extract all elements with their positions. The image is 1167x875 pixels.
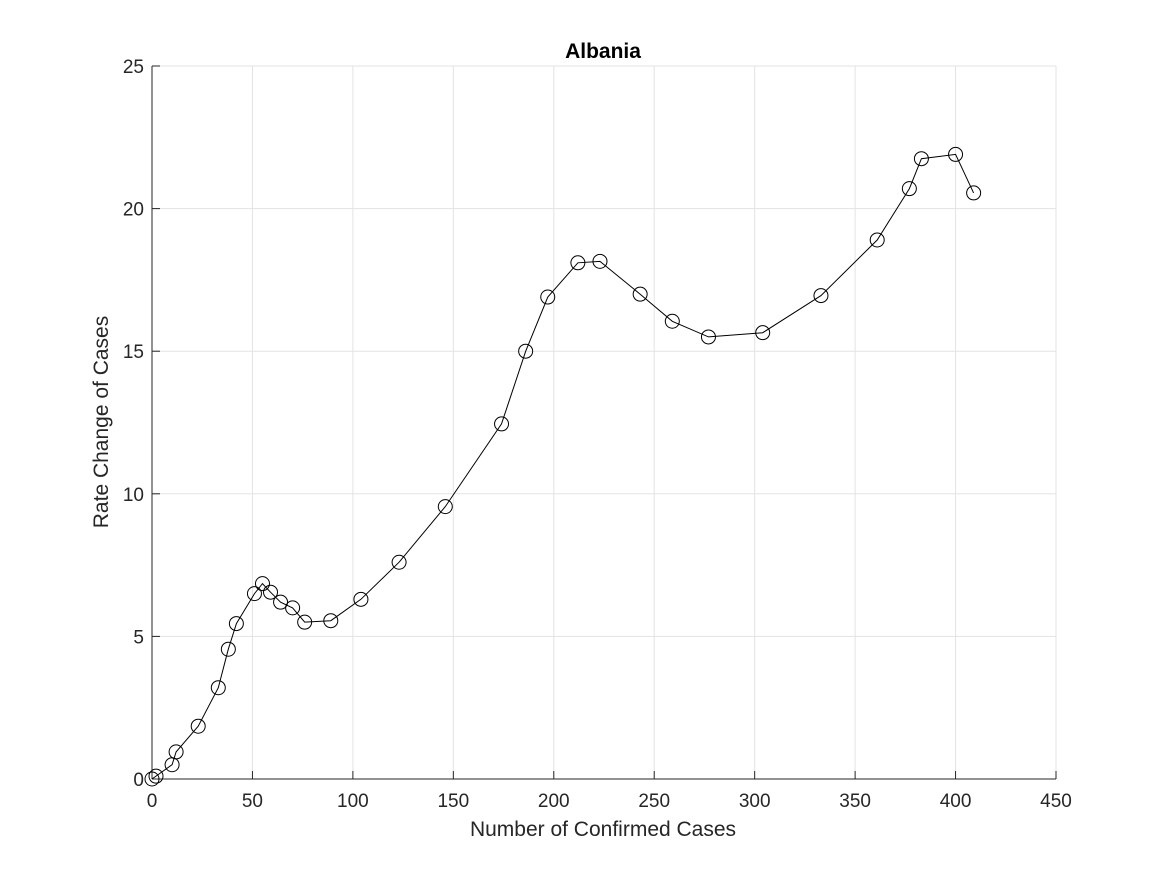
data-point-marker	[592, 253, 608, 269]
data-point-marker	[913, 151, 929, 167]
y-tick-label: 0	[133, 770, 144, 791]
y-tick-labels: 0 5 10 15 20 25	[123, 57, 144, 791]
data-series	[144, 146, 982, 787]
data-point-marker	[210, 680, 226, 696]
data-point-marker	[190, 718, 206, 734]
data-point-marker	[220, 641, 236, 657]
y-tick-label: 20	[123, 200, 144, 221]
x-tick-label: 0	[147, 791, 158, 812]
data-point-marker	[263, 584, 279, 600]
data-point-marker	[518, 343, 534, 359]
data-point-marker	[144, 771, 160, 787]
data-point-marker	[755, 325, 771, 341]
data-point-marker	[246, 586, 262, 602]
data-point-marker	[297, 614, 313, 630]
data-point-marker	[869, 232, 885, 248]
data-point-marker	[632, 286, 648, 302]
data-point-marker	[540, 289, 556, 305]
x-tick-label: 200	[538, 791, 570, 812]
series-line	[151, 153, 975, 780]
data-point-marker	[391, 554, 407, 570]
y-tick-label: 25	[123, 57, 144, 78]
x-tick-label: 400	[940, 791, 972, 812]
data-point-marker	[494, 416, 510, 432]
data-point-marker	[966, 185, 982, 201]
grid	[151, 65, 1057, 780]
x-tick-label: 350	[839, 791, 871, 812]
data-point-marker	[700, 329, 716, 345]
plot-area	[152, 66, 1056, 779]
data-point-marker	[323, 613, 339, 629]
data-point-marker	[664, 313, 680, 329]
x-tick-label: 50	[242, 791, 263, 812]
x-axis-title: Number of Confirmed Cases	[470, 818, 736, 841]
y-axis-title: Rate Change of Cases	[90, 316, 113, 528]
x-tick-label: 300	[739, 791, 771, 812]
y-tick-label: 10	[123, 485, 144, 506]
data-point-marker	[901, 181, 917, 197]
data-point-marker	[437, 499, 453, 515]
chart-title: Albania	[565, 40, 641, 63]
x-tick-label: 150	[437, 791, 469, 812]
data-point-marker	[254, 576, 270, 592]
y-tick-label: 15	[123, 342, 144, 363]
y-tick-label: 5	[133, 627, 144, 648]
data-point-marker	[570, 255, 586, 271]
data-point-marker	[228, 616, 244, 632]
x-tick-labels: 0 50 100 150 200 250 300 350 400 450	[147, 791, 1072, 812]
data-point-marker	[148, 768, 164, 784]
data-point-marker	[273, 594, 289, 610]
data-point-marker	[813, 288, 829, 304]
data-point-marker	[948, 146, 964, 162]
x-tick-label: 450	[1040, 791, 1072, 812]
x-tick-label: 250	[638, 791, 670, 812]
data-point-marker	[285, 600, 301, 616]
data-point-marker	[168, 744, 184, 760]
x-tick-label: 100	[337, 791, 369, 812]
data-point-marker	[353, 591, 369, 607]
